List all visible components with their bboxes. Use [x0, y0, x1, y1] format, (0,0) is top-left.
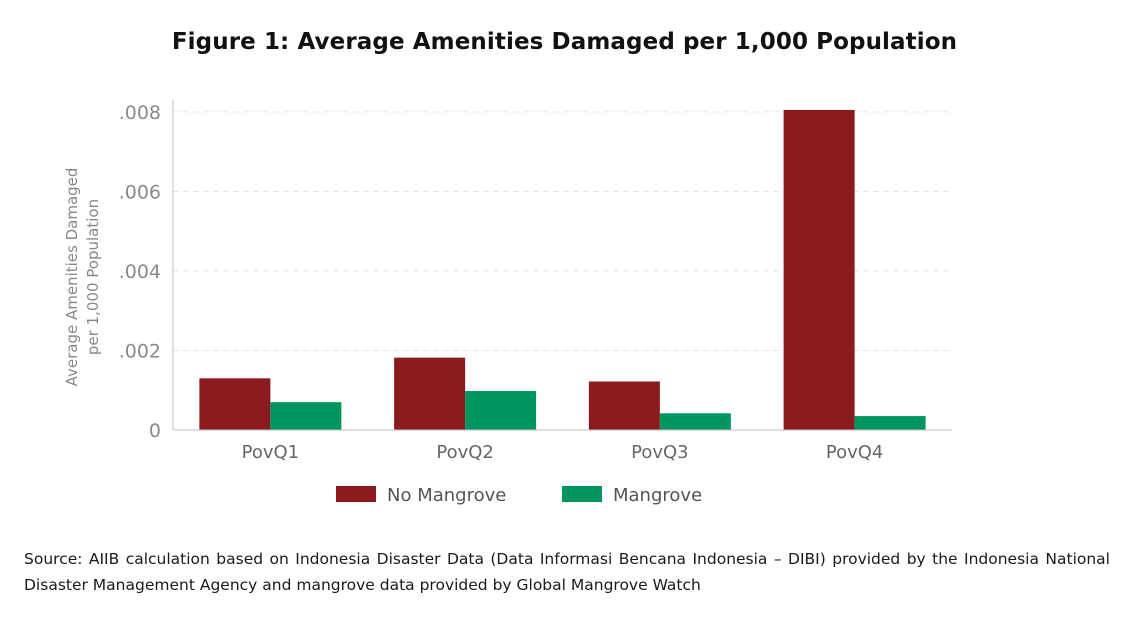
bar-no-mangrove-povq1 — [199, 378, 271, 430]
bar-no-mangrove-povq3 — [588, 381, 660, 430]
bar-mangrove-povq2 — [465, 391, 537, 430]
bar-mangrove-povq3 — [659, 413, 731, 430]
axes — [172, 100, 952, 431]
chart-title: Figure 1: Average Amenities Damaged per … — [171, 29, 958, 55]
bar-no-mangrove-povq4 — [783, 109, 855, 430]
x-tick-label: PovQ1 — [242, 442, 300, 463]
y-tick-label: 0 — [149, 420, 161, 442]
source-note: Source: AIIB calculation based on Indone… — [24, 550, 1110, 594]
y-tick-label: .002 — [119, 340, 161, 362]
y-tick-label: .006 — [119, 181, 161, 203]
bar-no-mangrove-povq2 — [394, 357, 466, 430]
x-tick-label: PovQ4 — [826, 442, 884, 463]
x-tick-labels: PovQ1 PovQ2 PovQ3 PovQ4 — [242, 442, 884, 463]
y-tick-labels: 0 .002 .004 .006 .008 — [119, 102, 161, 442]
bar-mangrove-povq1 — [270, 402, 342, 430]
x-tick-label: PovQ3 — [631, 442, 689, 463]
legend-swatch-mangrove — [562, 486, 602, 502]
bar-mangrove-povq4 — [854, 416, 926, 430]
legend: No Mangrove Mangrove — [336, 485, 702, 506]
y-axis-label-line2: per 1,000 Population — [84, 199, 102, 355]
y-axis-label-line1: Average Amenities Damaged — [63, 168, 81, 387]
x-tick-label: PovQ2 — [436, 442, 494, 463]
legend-label: Mangrove — [613, 485, 702, 506]
y-tick-label: .004 — [119, 261, 161, 283]
y-axis-label: Average Amenities Damaged per 1,000 Popu… — [63, 168, 102, 387]
legend-swatch-no-mangrove — [336, 486, 376, 502]
bars — [199, 109, 926, 430]
bar-chart: 0 .002 .004 .006 .008 PovQ1 PovQ2 PovQ3 PovQ4 A… — [63, 100, 952, 506]
legend-label: No Mangrove — [387, 485, 506, 506]
y-tick-label: .008 — [119, 102, 161, 124]
